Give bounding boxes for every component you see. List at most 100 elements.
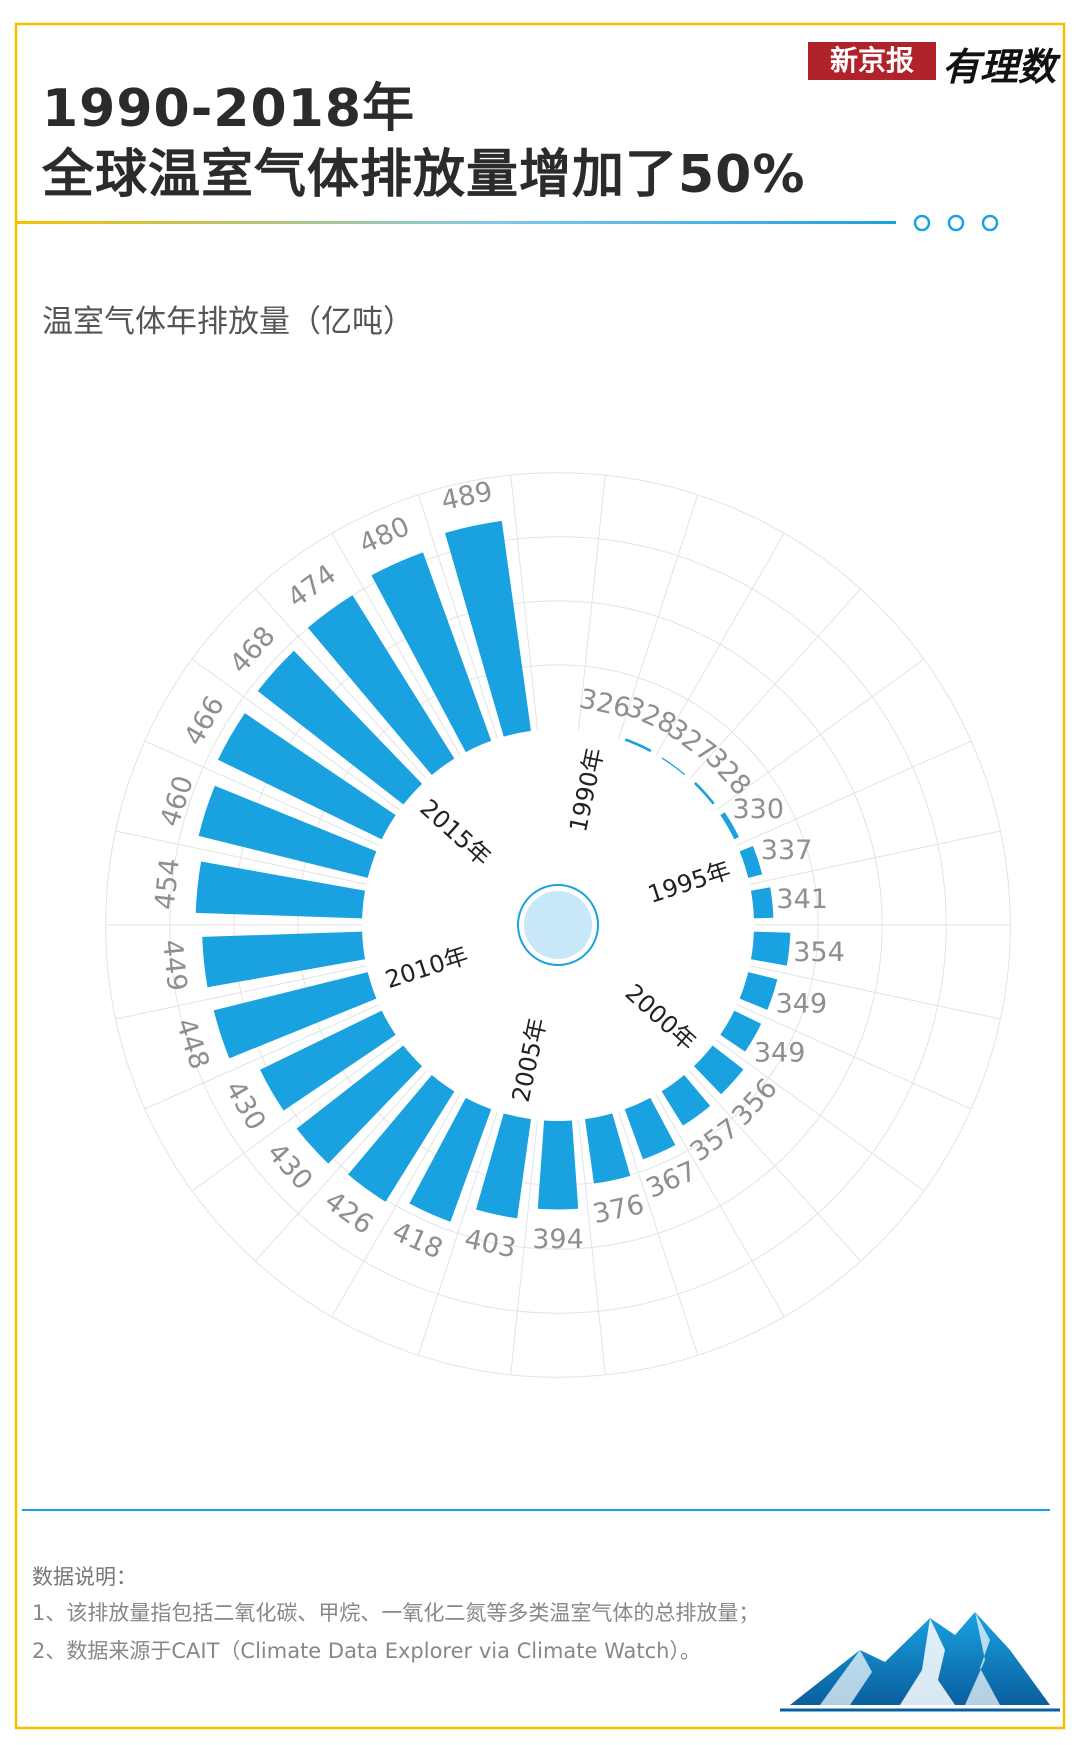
year-label-20: 2010年 [382, 941, 472, 994]
bar-2013 [198, 785, 377, 878]
year-label-10: 2000年 [620, 978, 702, 1056]
value-label-1999: 349 [754, 1037, 806, 1068]
bar-1990 [585, 730, 613, 737]
grid-spoke [618, 1111, 699, 1356]
grid-spoke [688, 588, 862, 780]
chart-bars [195, 520, 791, 1222]
bar-2009 [260, 1010, 396, 1111]
value-label-2004: 394 [532, 1224, 584, 1255]
bar-2016 [307, 595, 455, 776]
grid-spoke [577, 1119, 606, 1375]
grid-spoke [115, 830, 367, 885]
bar-2000 [693, 1045, 744, 1095]
bar-2018 [444, 520, 531, 737]
grid-spoke [254, 588, 428, 780]
value-label-2003: 376 [590, 1189, 647, 1230]
value-label-2013: 460 [155, 772, 200, 831]
bar-1991 [624, 738, 652, 753]
notes-line-2: 2、数据来源于CAIT（Climate Data Explorer via Cl… [32, 1639, 701, 1663]
grid-spoke [417, 494, 498, 739]
value-label-2008: 430 [261, 1137, 319, 1196]
value-label-1997: 354 [793, 937, 845, 968]
notes-heading: 数据说明： [32, 1565, 137, 1589]
grid-spoke [331, 533, 461, 756]
brand-script-logo: 有理数 [942, 44, 1057, 89]
year-label-0: 1990年 [564, 745, 609, 834]
header-dot-3 [981, 214, 999, 232]
value-label-2014: 466 [178, 691, 231, 751]
frame-border [14, 22, 1066, 1730]
value-label-2010: 448 [169, 1015, 214, 1074]
value-label-2006: 418 [388, 1216, 448, 1265]
bar-2003 [585, 1113, 631, 1184]
grid-spoke [736, 740, 972, 846]
grid-spoke [716, 1039, 925, 1192]
value-label-2012: 454 [150, 857, 186, 912]
bar-1994 [720, 812, 739, 840]
grid-spoke [577, 475, 606, 731]
bar-1993 [693, 781, 715, 805]
value-label-1995: 337 [761, 835, 813, 866]
year-label-5: 1995年 [644, 856, 734, 909]
grid-spoke [749, 965, 1001, 1020]
bar-1997 [750, 931, 791, 966]
value-label-2005: 403 [462, 1224, 519, 1265]
grid-spoke [749, 830, 1001, 885]
grid-spoke [115, 965, 367, 1020]
bar-1998 [739, 972, 778, 1010]
bar-2005 [475, 1113, 531, 1219]
value-label-2017: 480 [355, 511, 415, 560]
chart-grid [105, 472, 1011, 1378]
value-label-1996: 341 [776, 884, 828, 915]
grid-spoke [417, 1111, 498, 1356]
chart-subtitle: 温室气体年排放量（亿吨） [42, 304, 414, 340]
value-label-2015: 468 [224, 621, 282, 680]
value-label-2007: 426 [319, 1185, 379, 1240]
header-dot-2 [947, 214, 965, 232]
grid-spoke [688, 1070, 862, 1262]
bar-2015 [257, 650, 423, 805]
grid-spoke [191, 658, 400, 811]
grid-spoke [510, 475, 539, 731]
notes-line-1: 1、该排放量指包括二氧化碳、甲烷、一氧化二氮等多类温室气体的总排放量； [32, 1601, 760, 1625]
bar-1992 [661, 757, 686, 776]
bar-2006 [409, 1097, 492, 1222]
grid-spoke [510, 1119, 539, 1375]
grid-spoke [144, 1004, 380, 1110]
value-label-2002: 367 [642, 1156, 702, 1205]
value-label-1994: 330 [732, 794, 784, 825]
bar-2014 [217, 713, 396, 840]
bar-1996 [750, 887, 774, 919]
brand-logo: 新京报 [808, 42, 936, 80]
value-label-2000: 356 [726, 1073, 784, 1132]
grid-spoke [736, 1004, 972, 1110]
grid-spoke [716, 658, 925, 811]
value-label-1998: 349 [776, 989, 828, 1020]
center-disc [524, 891, 592, 959]
title-line-2: 全球温室气体排放量增加了50% [42, 145, 806, 205]
bar-2002 [624, 1097, 676, 1160]
footer-divider [22, 1509, 1050, 1511]
year-label-15: 2005年 [507, 1015, 552, 1104]
header-dot-1 [913, 214, 931, 232]
grid-spoke [331, 1094, 461, 1317]
bar-2012 [195, 861, 366, 919]
bar-2008 [296, 1045, 423, 1164]
value-label-2011: 449 [156, 938, 192, 993]
grid-spoke [254, 1070, 428, 1262]
bar-1995 [739, 845, 763, 878]
grid-spoke [618, 494, 699, 739]
value-label-2018: 489 [439, 476, 496, 517]
bar-2007 [348, 1074, 455, 1202]
value-label-2016: 474 [282, 559, 342, 614]
mountain-icon [780, 1612, 1060, 1712]
grid-spoke [655, 533, 785, 756]
grid-spoke [655, 1094, 785, 1317]
bar-2001 [661, 1074, 711, 1126]
bar-2011 [202, 931, 366, 988]
bar-2004 [537, 1120, 579, 1210]
title-line-1: 1990-2018年 [42, 79, 416, 139]
grid-spoke [191, 1039, 400, 1192]
